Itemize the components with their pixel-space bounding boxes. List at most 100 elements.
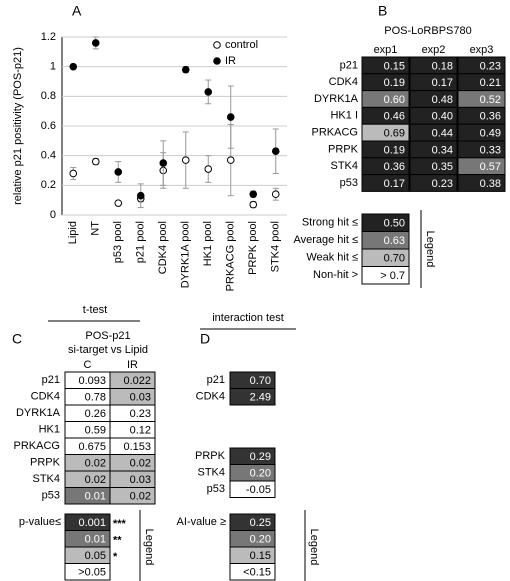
point: [249, 200, 258, 209]
cell: [64, 563, 111, 581]
legend-title: Legend: [424, 231, 436, 268]
legend-header: AI-value ≥: [177, 516, 226, 528]
legend-marker: [213, 57, 221, 65]
legend-header: p-value≤: [19, 516, 61, 528]
cell-value: 0.69: [384, 128, 405, 140]
test-title: t-test: [83, 304, 107, 316]
x-tick-label: PRKACG pool: [225, 221, 237, 291]
y-tick-label: 0.2: [41, 179, 56, 191]
row-label: CDK4: [31, 391, 60, 403]
row-label: p21: [207, 374, 225, 386]
cell-value: 0.60: [384, 94, 405, 106]
cell-value: 0.02: [130, 491, 151, 503]
cell-value: 0.25: [250, 517, 271, 529]
cell-value: 0.02: [130, 458, 151, 470]
row-label: p21: [42, 374, 60, 386]
legend-label: Strong hit ≤: [302, 217, 358, 229]
legend-title: Legend: [308, 529, 320, 566]
legend-stars: *: [113, 551, 118, 563]
x-tick-label: STK4 pool: [270, 221, 282, 272]
cell-value: 0.40: [432, 111, 453, 123]
cell-value: 0.49: [480, 128, 501, 140]
point: [159, 159, 168, 167]
cell-value: -0.05: [246, 484, 271, 496]
cell-value: 0.33: [480, 144, 501, 156]
row-label: DYRK1A: [16, 407, 61, 419]
cell-value: 0.12: [130, 425, 151, 437]
cell: [229, 388, 276, 406]
cell-value: 0.03: [130, 392, 151, 404]
row-label: STK4: [197, 467, 225, 479]
cell-value: 0.15: [384, 60, 405, 72]
cell-value: 0.34: [432, 144, 453, 156]
column-header: C: [84, 359, 92, 371]
cell-value: 0.26: [85, 408, 106, 420]
x-tick-label: p21 pool: [135, 221, 147, 263]
row-label: CDK4: [329, 76, 358, 88]
point: [226, 156, 235, 164]
x-tick-label: Lipid: [67, 221, 79, 244]
cell-value: 0.70: [250, 375, 271, 387]
cell-value: > 0.7: [380, 270, 405, 282]
y-tick-label: 0: [50, 209, 56, 221]
table-title: si-target vs Lipid: [68, 344, 148, 356]
cell-value: 0.57: [480, 161, 501, 173]
row-label: PRKACG: [312, 127, 358, 139]
row-label: p53: [340, 177, 358, 189]
point: [204, 165, 213, 173]
x-tick-label: DYRK1A pool: [180, 221, 192, 288]
panel-label: A: [72, 3, 82, 19]
cell-value: 0.63: [384, 235, 405, 247]
x-tick-label: CDK4 pool: [157, 221, 169, 274]
row-label: p53: [207, 483, 225, 495]
cell-value: 0.23: [432, 178, 453, 190]
point: [114, 168, 123, 176]
point: [91, 39, 100, 47]
cell-value: 0.23: [130, 408, 151, 420]
row-label: DYRK1A: [314, 93, 359, 105]
cell-value: 0.02: [85, 458, 106, 470]
y-tick-label: 0.8: [41, 90, 56, 102]
cell-value: 0.093: [78, 375, 106, 387]
cell: [409, 174, 458, 192]
x-tick-label: p53 pool: [112, 221, 124, 263]
cell-value: 0.01: [85, 491, 106, 503]
legend-label: Non-hit >: [313, 269, 358, 281]
row-label: p21: [340, 59, 358, 71]
cell-value: 0.36: [384, 161, 405, 173]
cell-value: 0.38: [480, 178, 501, 190]
point: [271, 147, 280, 156]
y-tick-label: 0.4: [41, 150, 56, 162]
cell-value: 0.18: [432, 60, 453, 72]
test-title: interaction test: [212, 312, 284, 324]
point: [226, 113, 235, 121]
cell: [361, 174, 410, 192]
cell: [361, 266, 410, 285]
y-axis-label: relative p21 positivity (POS-p21): [12, 47, 24, 205]
cell: [229, 563, 276, 581]
row-label: CDK4: [196, 391, 225, 403]
cell-value: 0.675: [78, 441, 106, 453]
cell-value: 0.20: [250, 534, 271, 546]
cell: [109, 487, 156, 505]
cell-value: 0.05: [85, 550, 106, 562]
point: [204, 88, 213, 96]
row-label: p53: [42, 490, 60, 502]
point: [69, 169, 78, 178]
legend-label: Average hit ≤: [293, 234, 358, 246]
cell-value: 0.19: [384, 144, 405, 156]
cell-value: 0.20: [250, 468, 271, 480]
column-header: exp2: [422, 44, 446, 56]
cell-value: 0.52: [480, 94, 501, 106]
row-label: STK4: [330, 160, 358, 172]
cell-value: 0.17: [384, 178, 405, 190]
legend-label: Weak hit ≤: [306, 252, 358, 264]
row-label: PRPK: [195, 450, 226, 462]
row-label: HK1 I: [330, 110, 358, 122]
cell-value: 0.29: [250, 451, 271, 463]
legend-stars: ***: [113, 518, 127, 530]
point: [181, 156, 190, 164]
point: [136, 191, 145, 200]
cell-value: 0.17: [432, 77, 453, 89]
